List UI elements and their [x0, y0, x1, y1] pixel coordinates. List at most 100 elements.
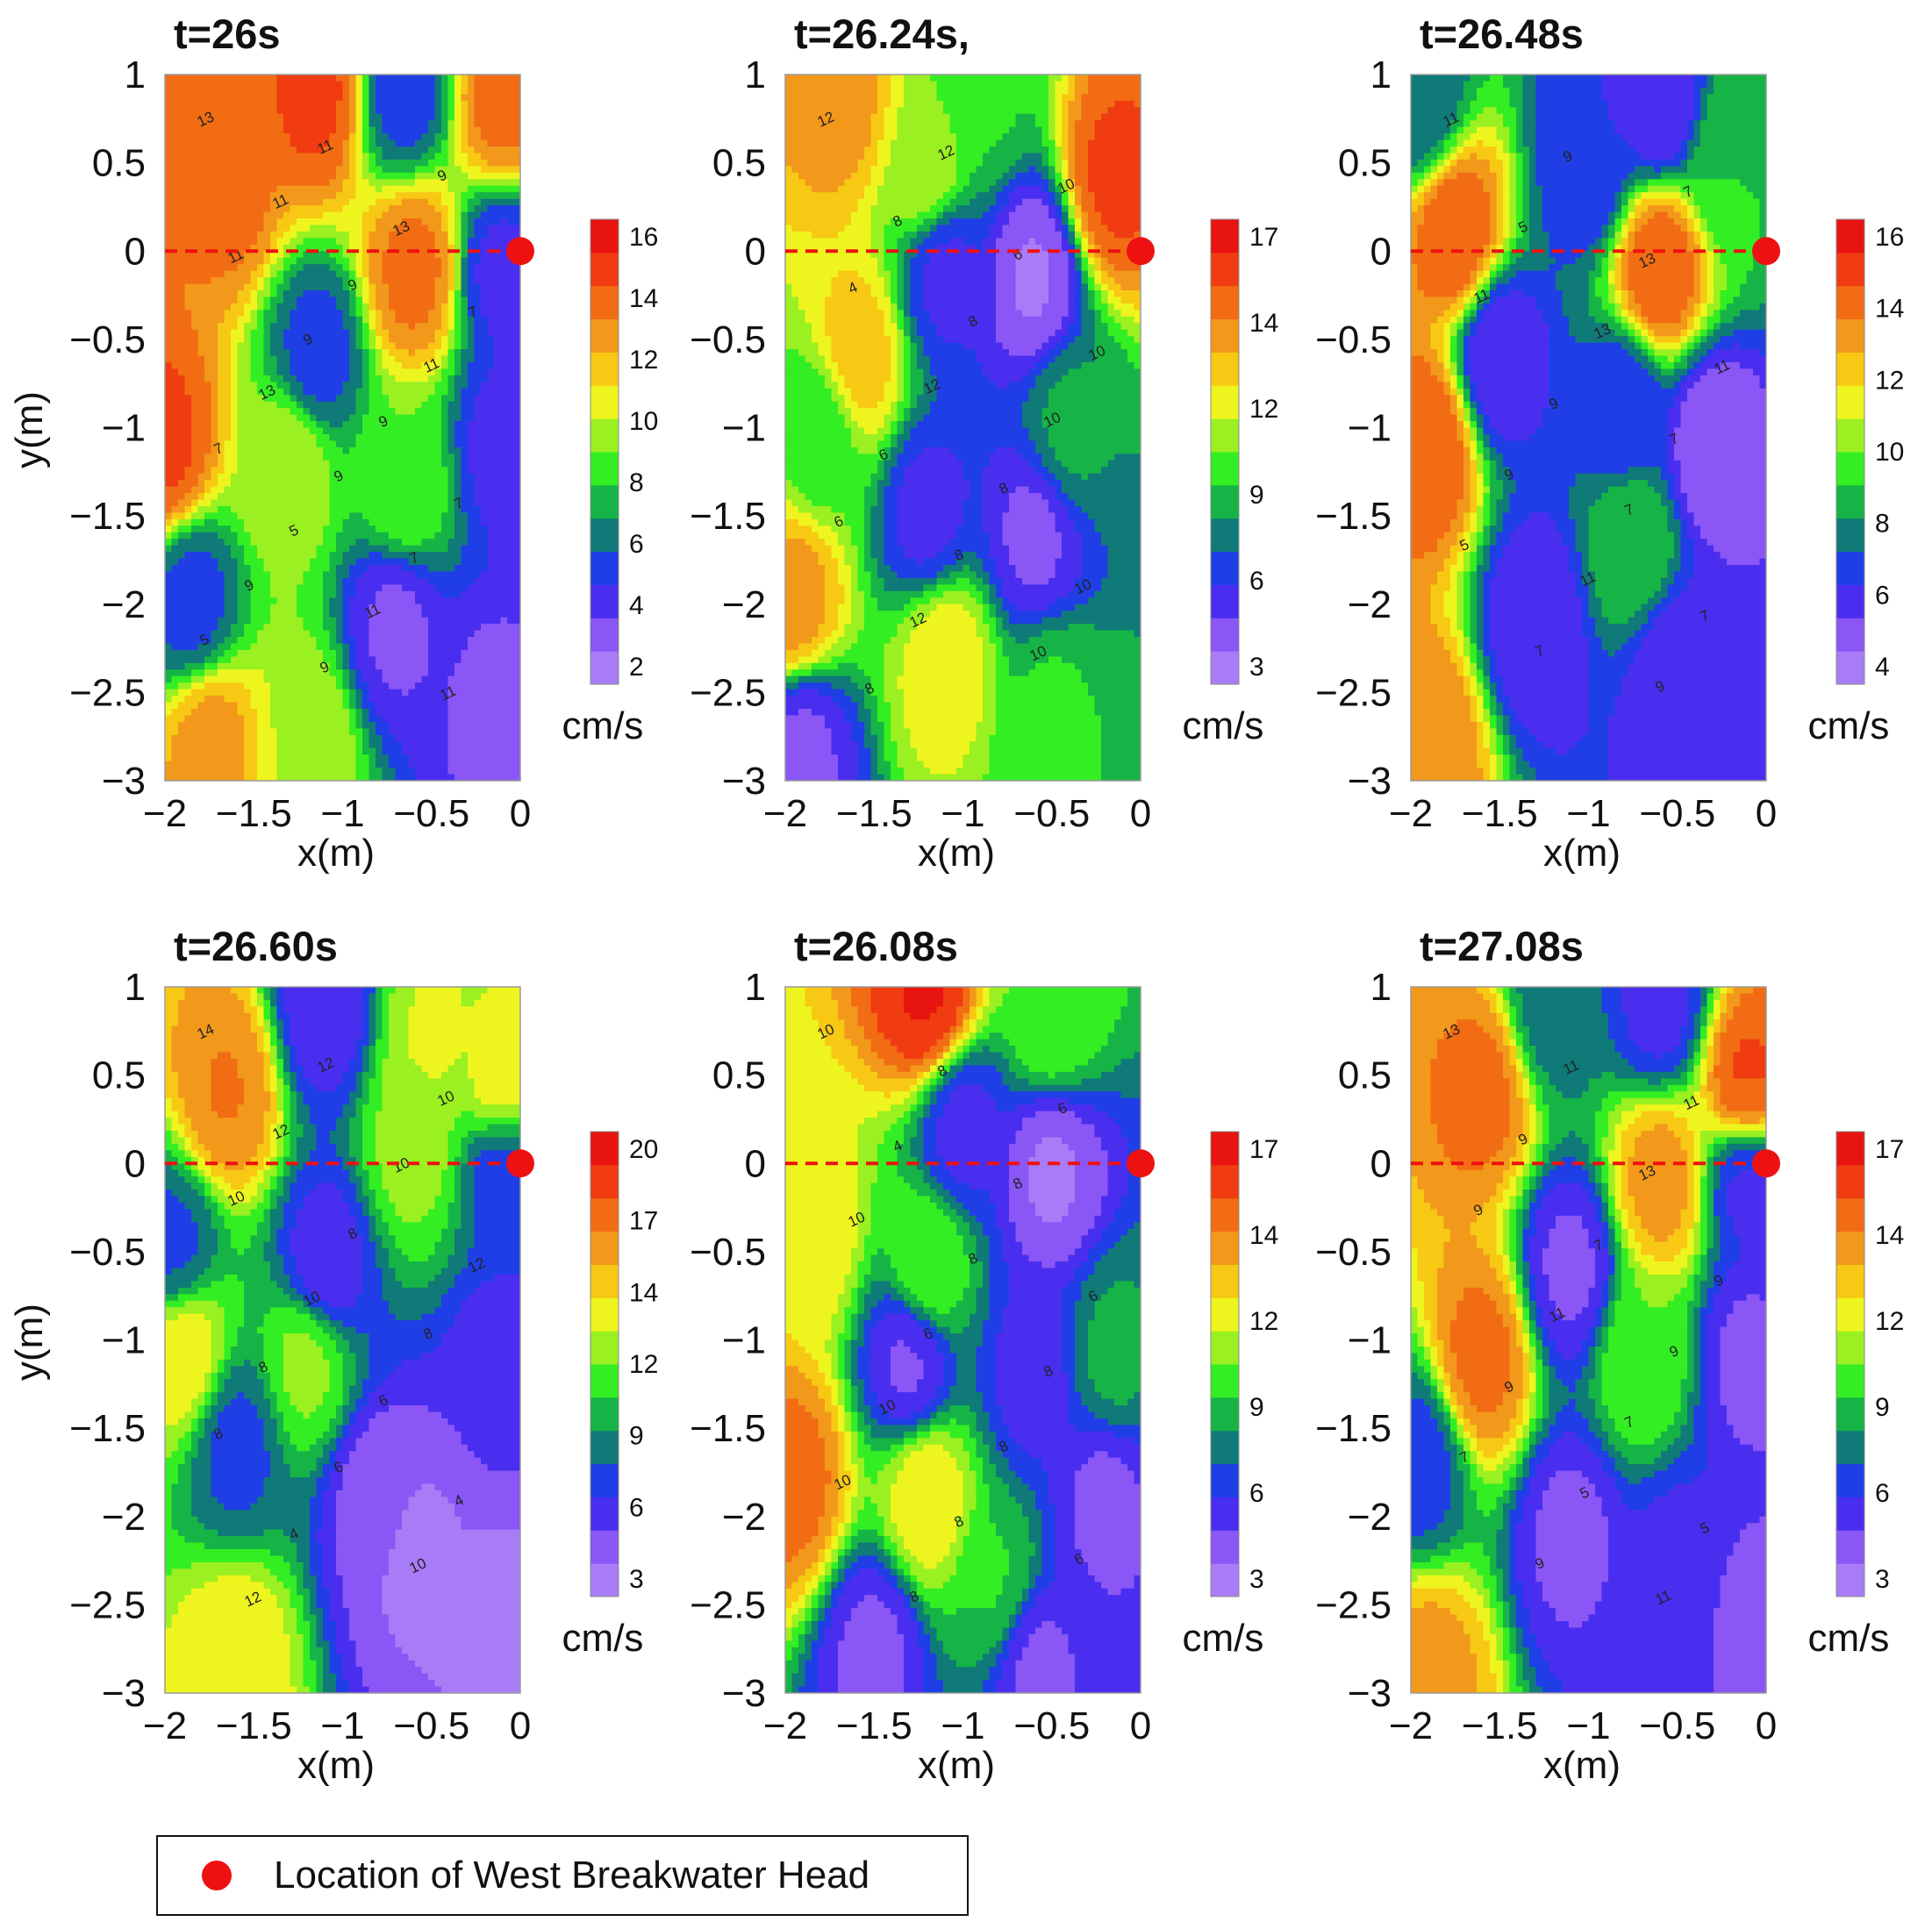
colorbar-band: [1211, 1164, 1239, 1199]
colorbar-tick-label: 14: [1875, 295, 1904, 324]
colorbar-band: [590, 352, 619, 386]
colorbar-tick-label: 17: [1875, 1135, 1904, 1164]
x-tick-label: −2: [1389, 1704, 1433, 1747]
y-tick-label: −0.5: [1315, 1231, 1392, 1274]
x-tick-label: 0: [1130, 1704, 1151, 1747]
x-tick-label: −1: [941, 792, 984, 835]
y-tick-label: −0.5: [69, 318, 146, 361]
colorbar-band: [1211, 584, 1239, 618]
breakwater-head-marker: [1127, 237, 1155, 266]
colorbar-tick-label: 17: [1249, 223, 1278, 252]
colorbar-band: [1836, 1463, 1864, 1497]
x-tick-label: −1: [1566, 1704, 1610, 1747]
colorbar-band: [590, 318, 619, 353]
panel-title: t=26.60s: [174, 923, 338, 969]
x-tick-label: −1.5: [836, 792, 912, 835]
breakwater-head-marker: [1752, 237, 1780, 266]
colorbar-frame: [1835, 218, 1865, 685]
y-tick-label: 0.5: [92, 1054, 146, 1097]
x-tick-label: −2: [143, 1704, 187, 1747]
contour-field: [785, 987, 1141, 1693]
colorbar-band: [1836, 484, 1864, 519]
colorbar-tick-label: 16: [1875, 223, 1904, 252]
colorbar: 16 14 12 10 8 6 4 2 cm/s: [562, 218, 658, 747]
y-tick-label: −1: [1348, 407, 1392, 450]
colorbar-band: [1836, 1364, 1864, 1398]
x-tick-label: −1: [320, 792, 364, 835]
panel-1: t=26s131191113119791113979757911591110.5…: [8, 11, 658, 875]
x-axis-label: x(m): [918, 1744, 995, 1787]
y-tick-label: 0.5: [712, 142, 766, 185]
x-axis-label: x(m): [297, 832, 375, 875]
y-tick-label: 0: [745, 1142, 766, 1185]
colorbar-band: [1211, 1463, 1239, 1497]
colorbar-band: [1211, 618, 1239, 652]
y-tick-label: −1.5: [1315, 1407, 1392, 1450]
colorbar-unit: cm/s: [1183, 704, 1264, 747]
panel-2: t=26.24s,12121086481012106868101210810.5…: [690, 11, 1278, 875]
breakwater-head-marker: [506, 237, 534, 266]
y-tick-label: −3: [102, 760, 146, 803]
x-axis-label: x(m): [1543, 832, 1621, 875]
y-tick-label: 0: [745, 230, 766, 273]
colorbar-tick-label: 12: [1249, 1307, 1278, 1336]
colorbar-tick-label: 4: [1875, 653, 1890, 682]
colorbar-band: [590, 1132, 619, 1166]
colorbar-band: [590, 1463, 619, 1497]
colorbar-band: [1211, 1264, 1239, 1298]
colorbar-tick-label: 14: [629, 284, 658, 313]
colorbar-band: [590, 1364, 619, 1398]
colorbar-band: [590, 285, 619, 320]
colorbar-band: [1836, 219, 1864, 254]
plot-frame: [1410, 986, 1767, 1694]
y-tick-label: −3: [722, 760, 766, 803]
x-tick-label: −0.5: [1013, 792, 1090, 835]
colorbar-band: [1211, 651, 1239, 685]
colorbar-band: [1211, 252, 1239, 287]
y-tick-label: 1: [1370, 54, 1392, 96]
colorbar-band: [1211, 1231, 1239, 1265]
panel-title: t=27.08s: [1420, 923, 1584, 969]
y-tick-label: −1.5: [69, 495, 146, 538]
colorbar-band: [1211, 1331, 1239, 1365]
colorbar-unit: cm/s: [562, 1617, 644, 1660]
y-tick-label: −1.5: [69, 1407, 146, 1450]
colorbar-band: [590, 418, 619, 453]
colorbar-band: [1836, 1231, 1864, 1265]
colorbar: 17 14 12 9 6 3 cm/s: [1183, 218, 1278, 747]
colorbar: 17 14 12 9 6 3 cm/s: [1183, 1131, 1278, 1660]
colorbar-tick-label: 3: [1249, 1565, 1264, 1594]
colorbar-band: [1836, 318, 1864, 353]
y-tick-label: −2: [1348, 1496, 1392, 1539]
breakwater-head-marker-icon: [202, 1861, 232, 1890]
colorbar-tick-label: 12: [1249, 395, 1278, 424]
colorbar-band: [1836, 1197, 1864, 1232]
colorbar-tick-label: 14: [629, 1278, 658, 1307]
colorbar-frame: [590, 1131, 619, 1597]
y-tick-label: −1: [102, 1319, 146, 1362]
contour-field: [1411, 75, 1766, 781]
colorbar-band: [590, 1197, 619, 1232]
colorbar-band: [590, 1264, 619, 1298]
colorbar-frame: [590, 218, 619, 685]
y-tick-label: −3: [1348, 1672, 1392, 1715]
plot-frame: [784, 74, 1141, 782]
panel-3: t=26.48s1197513111311979751177910.50−0.5…: [1315, 11, 1904, 875]
y-tick-label: −2.5: [690, 1583, 766, 1626]
colorbar-band: [1836, 1132, 1864, 1166]
colorbar-band: [1836, 551, 1864, 585]
colorbar-tick-label: 8: [629, 468, 644, 497]
x-tick-label: −1: [941, 1704, 984, 1747]
y-tick-label: 0.5: [1338, 1054, 1392, 1097]
y-tick-label: 0: [125, 230, 146, 273]
colorbar-band: [590, 1563, 619, 1597]
colorbar-band: [590, 452, 619, 486]
colorbar-tick-label: 16: [629, 223, 658, 252]
colorbar-tick-label: 3: [1249, 653, 1264, 682]
panel-4: t=26.60s141210121010812108868644101210.5…: [8, 923, 658, 1787]
panel-6: t=27.08s1311119139791199775591110.50−0.5…: [1315, 923, 1904, 1787]
y-tick-label: −0.5: [690, 318, 766, 361]
y-tick-label: −2.5: [1315, 1583, 1392, 1626]
breakwater-head-marker: [506, 1149, 534, 1178]
colorbar-band: [590, 1497, 619, 1531]
